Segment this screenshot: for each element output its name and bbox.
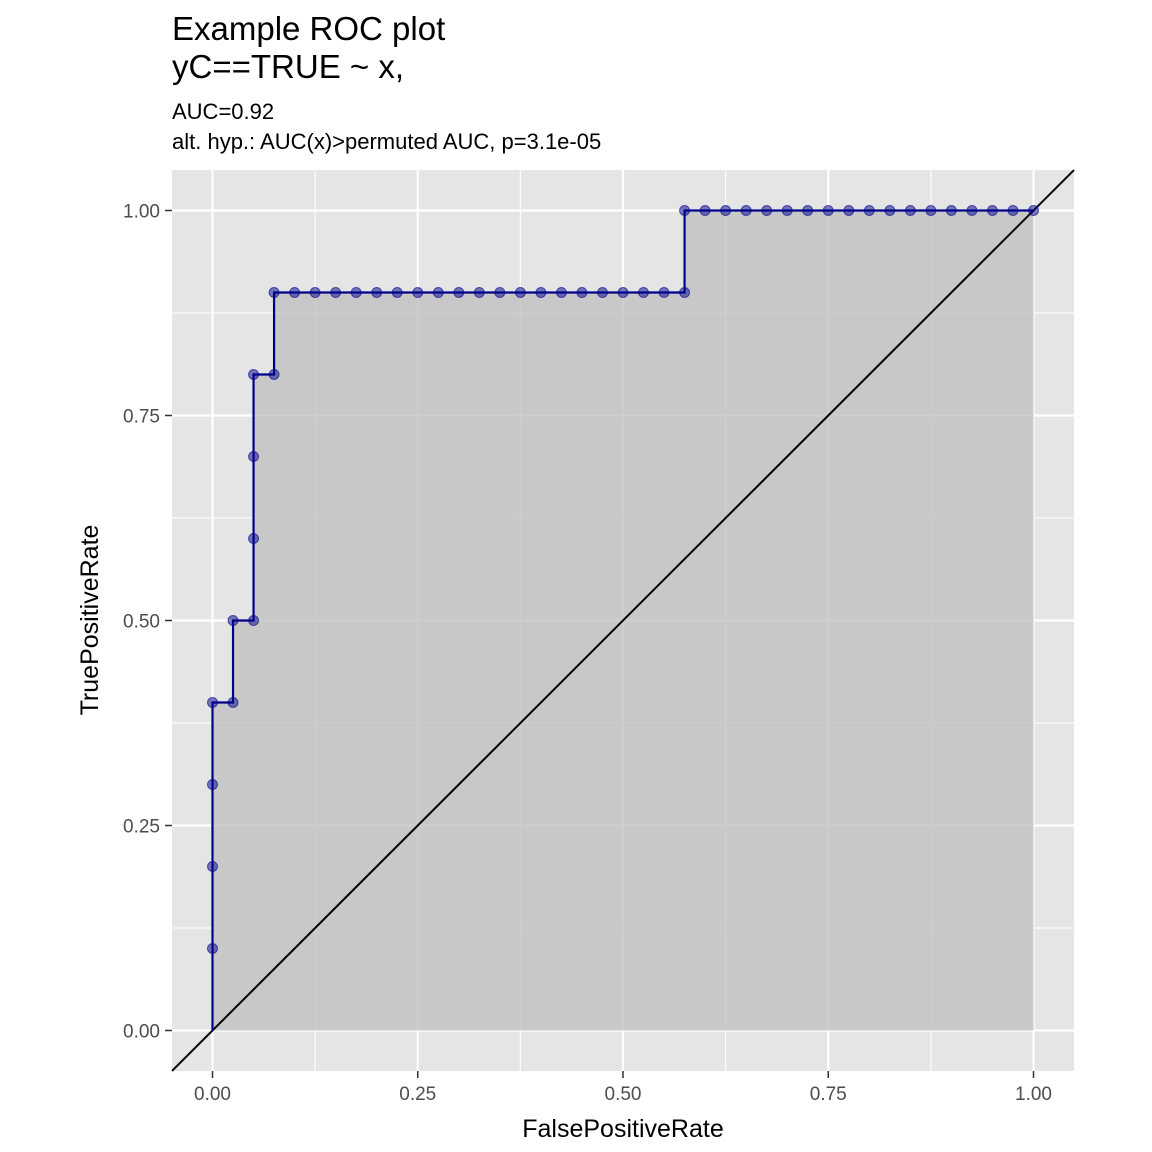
x-axis: 0.00 0.25 0.50 0.75 1.00 xyxy=(194,1071,1052,1105)
roc-point xyxy=(330,287,342,298)
roc-point xyxy=(699,205,711,216)
roc-point xyxy=(617,287,629,298)
roc-point xyxy=(207,697,218,708)
roc-point xyxy=(658,287,670,298)
roc-point xyxy=(843,205,855,216)
roc-point xyxy=(248,369,260,380)
chart-subtitle-line-1: AUC=0.92 xyxy=(172,99,274,124)
roc-point xyxy=(248,451,260,462)
roc-point xyxy=(289,287,301,298)
chart-title-line-1: Example ROC plot xyxy=(172,10,445,47)
roc-point xyxy=(884,205,896,216)
roc-point xyxy=(268,287,280,298)
roc-point xyxy=(925,205,937,216)
roc-point xyxy=(371,287,383,298)
roc-point xyxy=(904,205,916,216)
roc-point xyxy=(596,287,608,298)
roc-point xyxy=(945,205,957,216)
y-axis-title: TruePositiveRate xyxy=(76,525,104,716)
roc-point xyxy=(986,205,998,216)
roc-point xyxy=(1028,205,1039,216)
roc-point xyxy=(720,205,732,216)
roc-point xyxy=(781,205,793,216)
diagonal-reference-line xyxy=(171,169,1075,1072)
roc-point xyxy=(227,615,239,626)
x-axis-title: FalsePositiveRate xyxy=(522,1115,723,1143)
roc-point xyxy=(761,205,773,216)
roc-point xyxy=(248,533,260,544)
roc-point xyxy=(822,205,834,216)
roc-point xyxy=(966,205,978,216)
roc-point xyxy=(207,943,218,954)
chart-title-line-2: yC==TRUE ~ x, xyxy=(172,48,404,85)
roc-point xyxy=(863,205,875,216)
roc-point xyxy=(350,287,362,298)
roc-point xyxy=(494,287,506,298)
y-axis: 0.00 0.25 0.50 0.75 1.00 xyxy=(123,202,172,1043)
roc-point xyxy=(1007,205,1019,216)
roc-point xyxy=(535,287,547,298)
roc-point xyxy=(453,287,465,298)
roc-point xyxy=(268,369,280,380)
y-tick-label: 0.00 xyxy=(123,1022,160,1043)
roc-point xyxy=(802,205,814,216)
x-tick-label: 0.25 xyxy=(399,1084,436,1105)
roc-point xyxy=(638,287,650,298)
roc-point xyxy=(391,287,403,298)
roc-point xyxy=(412,287,424,298)
y-tick-label: 0.50 xyxy=(123,612,160,633)
roc-point xyxy=(207,779,218,790)
roc-point xyxy=(679,287,691,298)
x-tick-label: 1.00 xyxy=(1015,1084,1052,1105)
roc-point xyxy=(227,697,239,708)
x-tick-label: 0.00 xyxy=(194,1084,231,1105)
roc-point xyxy=(309,287,321,298)
roc-point xyxy=(740,205,752,216)
x-tick-label: 0.50 xyxy=(605,1084,642,1105)
y-tick-label: 1.00 xyxy=(123,202,160,223)
y-tick-label: 0.75 xyxy=(123,407,160,428)
roc-point xyxy=(514,287,526,298)
roc-point xyxy=(207,861,218,872)
roc-point xyxy=(248,615,260,626)
y-tick-label: 0.25 xyxy=(123,817,160,838)
roc-point xyxy=(555,287,567,298)
roc-points xyxy=(207,205,1039,954)
roc-point xyxy=(473,287,485,298)
x-tick-label: 0.75 xyxy=(810,1084,847,1105)
roc-point xyxy=(576,287,588,298)
roc-point xyxy=(679,205,691,216)
chart-subtitle-line-2: alt. hyp.: AUC(x)>permuted AUC, p=3.1e-0… xyxy=(172,129,601,154)
roc-point xyxy=(432,287,444,298)
